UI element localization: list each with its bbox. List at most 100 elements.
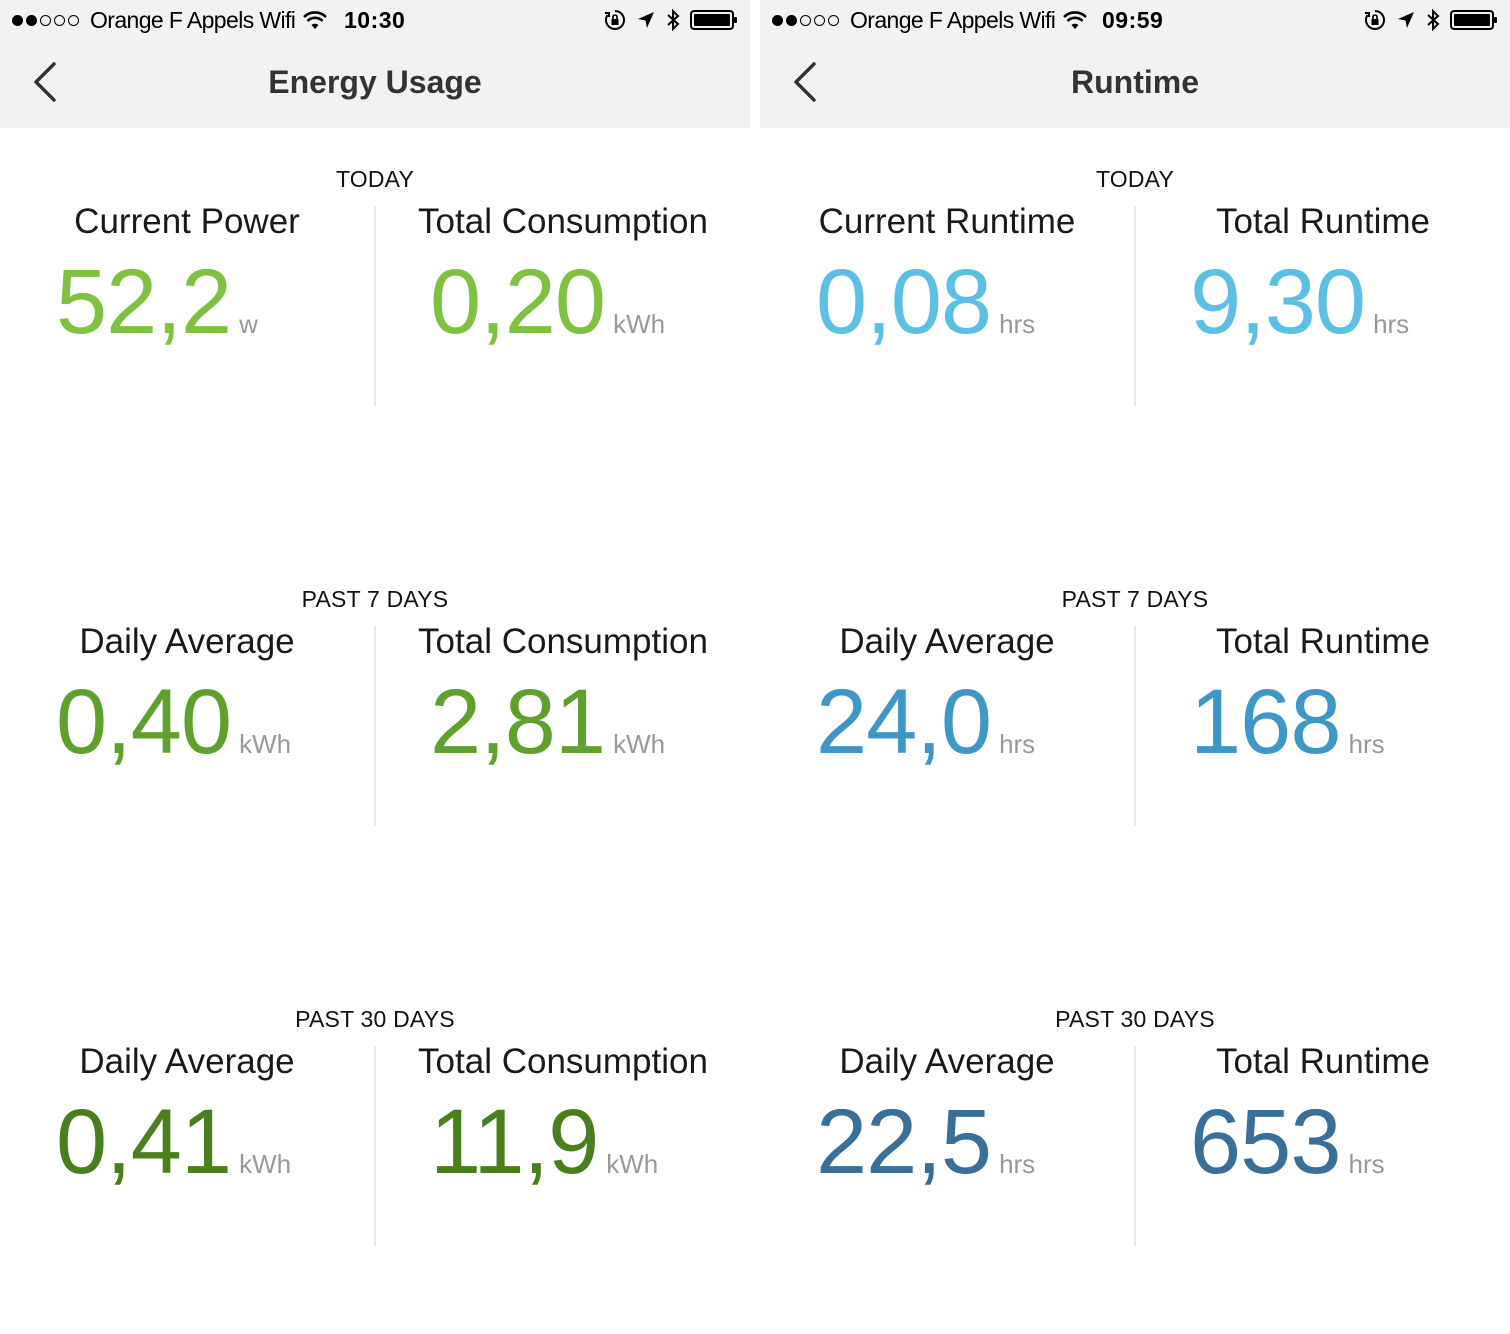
metric-total-consumption: Total Consumption 0,20 kWh [376,202,750,402]
location-arrow-icon [1398,12,1414,28]
metric-total-runtime: Total Runtime 9,30 hrs [1136,202,1510,402]
metric-daily-average: Daily Average 22,5 hrs [760,1042,1134,1242]
metric-value-group: 2,81 kWh [430,670,665,775]
metric-value-group: 11,9 kWh [430,1090,658,1195]
back-chevron-icon[interactable] [788,58,828,106]
section-label: TODAY [335,166,415,192]
metric-title: Total Runtime [1216,202,1430,241]
metric-unit: kWh [606,1149,659,1179]
wifi-icon [1063,11,1088,29]
metric-value: 0,20 [430,251,606,353]
metric-value: 22,5 [816,1091,992,1193]
metric-value: 168 [1190,671,1341,773]
metric-value-group: 168 hrs [1190,670,1385,775]
metric-value-group: 24,0 hrs [816,670,1035,775]
signal-strength-icon [772,14,842,26]
metric-value-group: 0,40 kWh [56,670,291,775]
metric-title: Total Runtime [1216,622,1430,661]
metric-unit: kWh [613,309,666,339]
metric-unit: hrs [1348,729,1385,759]
battery-icon [690,10,737,30]
section-today: TODAY Current Power 52,2 w Total Consumpt… [0,166,750,456]
divider [1134,626,1136,826]
metric-value-group: 0,20 kWh [430,250,665,355]
battery-icon [1450,10,1497,30]
metric-unit: kWh [239,1149,292,1179]
divider [1134,1046,1136,1246]
metric-value: 0,08 [816,251,992,353]
metric-value-group: 653 hrs [1190,1090,1385,1195]
metric-value-group: 52,2 w [56,250,258,355]
navigation-bar: Energy Usage [0,40,750,128]
divider [374,206,376,406]
metric-unit: kWh [239,729,292,759]
metric-title: Total Runtime [1216,1042,1430,1081]
section-label: PAST 30 DAYS [295,1006,455,1032]
divider [374,626,376,826]
status-bar: Orange F Appels Wifi 09:59 [760,0,1510,40]
carrier-name: Orange F Appels Wifi [90,6,296,33]
metric-value-group: 9,30 hrs [1190,250,1409,355]
navigation-bar: Runtime [760,40,1510,128]
metric-unit: w [239,309,258,339]
metric-title: Daily Average [839,1042,1055,1081]
bluetooth-icon [1427,8,1440,32]
status-bar: Orange F Appels Wifi 10:30 [0,0,750,40]
metric-total-runtime: Total Runtime 653 hrs [1136,1042,1510,1242]
orientation-lock-icon [605,10,625,30]
metric-unit: hrs [1373,309,1410,339]
section-past-30-days: PAST 30 DAYS Daily Average 22,5 hrs Total… [760,1006,1510,1296]
wifi-icon [303,11,328,29]
metric-daily-average: Daily Average 0,40 kWh [0,622,374,822]
section-past-7-days: PAST 7 DAYS Daily Average 0,40 kWh Total … [0,586,750,876]
location-arrow-icon [638,12,654,28]
metric-title: Daily Average [79,1042,295,1081]
metric-current-power: Current Power 52,2 w [0,202,374,402]
back-chevron-icon[interactable] [28,58,68,106]
metric-title: Total Consumption [418,202,708,241]
metric-current-runtime: Current Runtime 0,08 hrs [760,202,1134,402]
metric-total-consumption: Total Consumption 2,81 kWh [376,622,750,822]
section-label: PAST 30 DAYS [1055,1006,1215,1032]
metric-unit: kWh [613,729,666,759]
metric-title: Total Consumption [418,622,708,661]
section-label: TODAY [1095,166,1175,192]
section-label: PAST 7 DAYS [301,586,449,612]
metric-total-consumption: Total Consumption 11,9 kWh [376,1042,750,1242]
metric-value: 52,2 [56,251,232,353]
metric-value: 0,41 [56,1091,232,1193]
metric-value-group: 0,08 hrs [816,250,1035,355]
section-past-30-days: PAST 30 DAYS Daily Average 0,41 kWh Total… [0,1006,750,1296]
metric-title: Current Runtime [818,202,1076,241]
metric-title: Daily Average [79,622,295,661]
metric-value: 0,40 [56,671,232,773]
metric-value: 11,9 [430,1091,599,1193]
divider [374,1046,376,1246]
metric-value: 9,30 [1190,251,1366,353]
metric-total-runtime: Total Runtime 168 hrs [1136,622,1510,822]
orientation-lock-icon [1365,10,1385,30]
section-label: PAST 7 DAYS [1061,586,1209,612]
metric-title: Daily Average [839,622,1055,661]
metric-daily-average: Daily Average 0,41 kWh [0,1042,374,1242]
metric-value: 24,0 [816,671,992,773]
signal-strength-icon [12,14,82,26]
metric-unit: hrs [1348,1149,1385,1179]
metric-unit: hrs [999,1149,1036,1179]
metric-title: Current Power [74,202,300,241]
status-time: 09:59 [1102,7,1164,33]
metric-value-group: 22,5 hrs [816,1090,1035,1195]
metric-value-group: 0,41 kWh [56,1090,291,1195]
section-today: TODAY Current Runtime 0,08 hrs Total Runt… [760,166,1510,456]
divider [1134,206,1136,406]
metric-daily-average: Daily Average 24,0 hrs [760,622,1134,822]
runtime-screen: Orange F Appels Wifi 09:59 [760,0,1510,1334]
energy-usage-screen: Orange F Appels Wifi 10:30 [0,0,750,1334]
metric-unit: hrs [999,309,1036,339]
section-past-7-days: PAST 7 DAYS Daily Average 24,0 hrs Total … [760,586,1510,876]
metric-title: Total Consumption [418,1042,708,1081]
metric-value: 2,81 [430,671,606,773]
carrier-name: Orange F Appels Wifi [850,6,1056,33]
bluetooth-icon [667,8,680,32]
status-time: 10:30 [344,7,406,33]
